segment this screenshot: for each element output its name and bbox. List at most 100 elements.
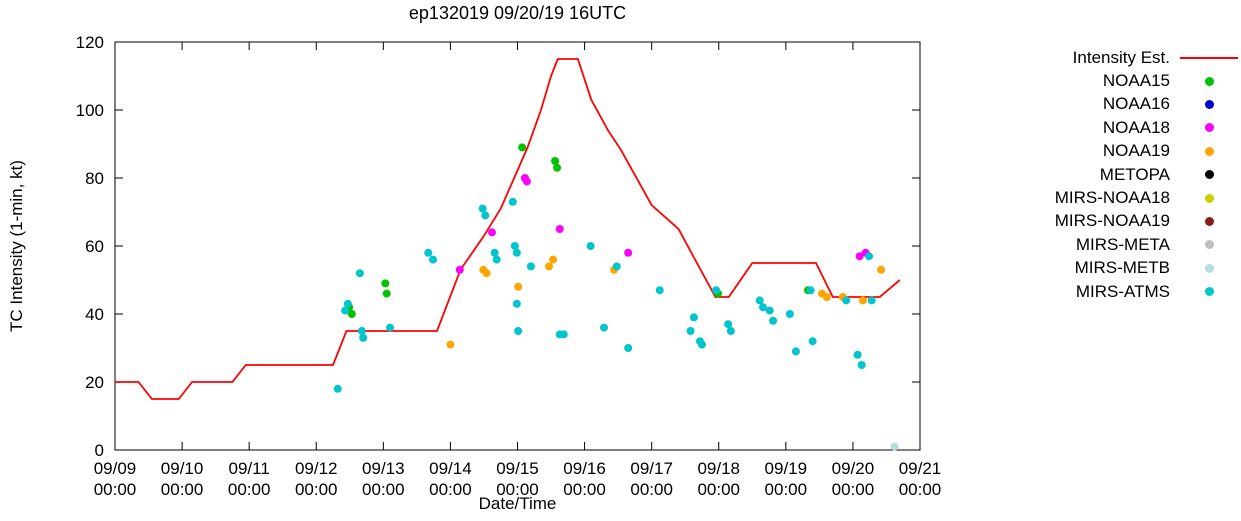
data-point-mirs-atms [481,211,490,220]
data-point-noaa19 [877,265,886,274]
x-tick-time-label: 00:00 [765,480,808,499]
data-point-mirs-atms [359,333,368,342]
data-point-noaa18 [855,252,864,261]
x-tick-date-label: 09/13 [362,459,405,478]
y-tick-label: 0 [95,441,104,460]
data-point-mirs-atms [508,197,517,206]
x-tick-date-label: 09/19 [765,459,808,478]
legend-item-noaa16: NOAA16 [948,93,1238,116]
legend-item-mirs-noaa18: MIRS-NOAA18 [948,186,1238,209]
dot-swatch-icon [1204,123,1214,133]
y-tick-label: 80 [85,169,104,188]
data-point-noaa19 [549,255,558,264]
data-point-mirs-atms [769,316,778,325]
y-tick-label: 100 [76,101,104,120]
data-point-mirs-atms [712,286,721,295]
data-point-mirs-atms [806,286,815,295]
intensity-line [115,58,901,400]
data-point-noaa19 [545,262,554,271]
data-point-mirs-atms [386,323,395,332]
legend-item-noaa15: NOAA15 [948,69,1238,92]
data-point-noaa15 [518,143,527,152]
x-tick-date-label: 09/12 [295,459,338,478]
data-point-noaa18 [555,225,564,233]
data-point-noaa18 [624,248,633,257]
data-point-noaa15 [347,310,356,318]
data-point-mirs-atms [341,306,350,315]
data-point-mirs-atms [867,296,876,305]
x-tick-time-label: 00:00 [362,480,405,499]
legend-item-metopa: METOPA [948,163,1238,186]
legend-dot-sample [1180,240,1238,250]
x-tick-date-label: 09/09 [94,459,137,478]
x-tick-time-label: 00:00 [228,480,271,499]
data-point-mirs-atms [424,248,433,257]
dot-swatch-icon [1204,76,1214,86]
legend-dot-sample [1180,123,1238,133]
x-tick-date-label: 09/14 [429,459,472,478]
legend-label: MIRS-NOAA19 [1054,211,1170,231]
chart-canvas: 0 20 40 60 80 100 120 09/09 00:00 09/10 00:00 09/11… [76,33,942,499]
data-point-mirs-atms [655,286,664,295]
data-point-mirs-atms [600,323,609,332]
x-tick-time-label: 00:00 [630,480,673,499]
data-point-noaa15 [382,289,391,298]
data-point-mirs-atms [808,337,817,346]
y-tick-label: 60 [85,237,104,256]
legend-item-mirs-meta: MIRS-META [948,233,1238,256]
x-tick-time-label: 00:00 [161,480,204,499]
data-point-noaa15 [553,163,562,172]
legend-item-noaa18: NOAA18 [948,116,1238,139]
data-point-mirs-atms [343,299,352,308]
x-tick-date-label: 09/11 [229,459,270,478]
dot-swatch-icon [1204,240,1214,250]
legend-label: MIRS-METB [1074,258,1170,278]
data-point-mirs-metb [890,442,899,451]
x-tick-time-label: 00:00 [832,480,875,499]
legend-label: NOAA19 [1102,141,1170,161]
y-tick-label: 40 [85,305,104,324]
dot-swatch-icon [1204,216,1214,226]
x-tick-date-label: 09/20 [832,459,875,478]
data-point-mirs-atms [512,248,521,257]
legend-dot-sample [1180,76,1238,86]
data-point-noaa19 [858,296,867,305]
data-point-mirs-atms [514,327,523,335]
data-point-mirs-atms [428,255,437,264]
x-tick-time-label: 00:00 [94,480,137,499]
data-point-mirs-atms [490,248,499,257]
x-tick-time-label: 00:00 [697,480,740,499]
data-point-mirs-atms [853,350,862,359]
x-tick-date-label: 09/16 [563,459,606,478]
x-tick-date-label: 09/17 [630,459,673,478]
legend-label: METOPA [1099,164,1170,184]
legend-label: MIRS-ATMS [1075,281,1170,301]
data-point-mirs-atms [333,384,342,393]
data-point-mirs-atms [726,327,735,335]
data-point-mirs-atms [857,361,866,369]
data-point-noaa15 [551,157,560,165]
dot-swatch-icon [1204,146,1214,156]
legend-dot-sample [1180,216,1238,226]
line-swatch-icon [1180,56,1238,59]
legend-dot-sample [1180,170,1238,180]
data-point-mirs-atms [724,320,733,329]
data-point-noaa19 [482,269,491,278]
dot-swatch-icon [1204,193,1214,203]
data-point-noaa19 [514,282,523,291]
x-tick-time-label: 00:00 [899,480,942,499]
data-point-mirs-atms [785,310,794,318]
data-point-mirs-atms [586,242,595,250]
x-tick-time-label: 00:00 [295,480,338,499]
data-point-mirs-atms [492,255,501,264]
data-point-mirs-atms [478,204,487,213]
data-point-noaa18 [455,265,464,274]
x-tick-date-label: 09/21 [899,459,942,478]
legend-dot-sample [1180,193,1238,203]
data-point-mirs-atms [512,299,521,308]
legend-label: NOAA18 [1102,117,1170,137]
x-axis-label: Date/Time [478,494,557,513]
data-point-noaa18 [522,177,531,186]
legend-item-mirs-noaa19: MIRS-NOAA19 [948,210,1238,233]
